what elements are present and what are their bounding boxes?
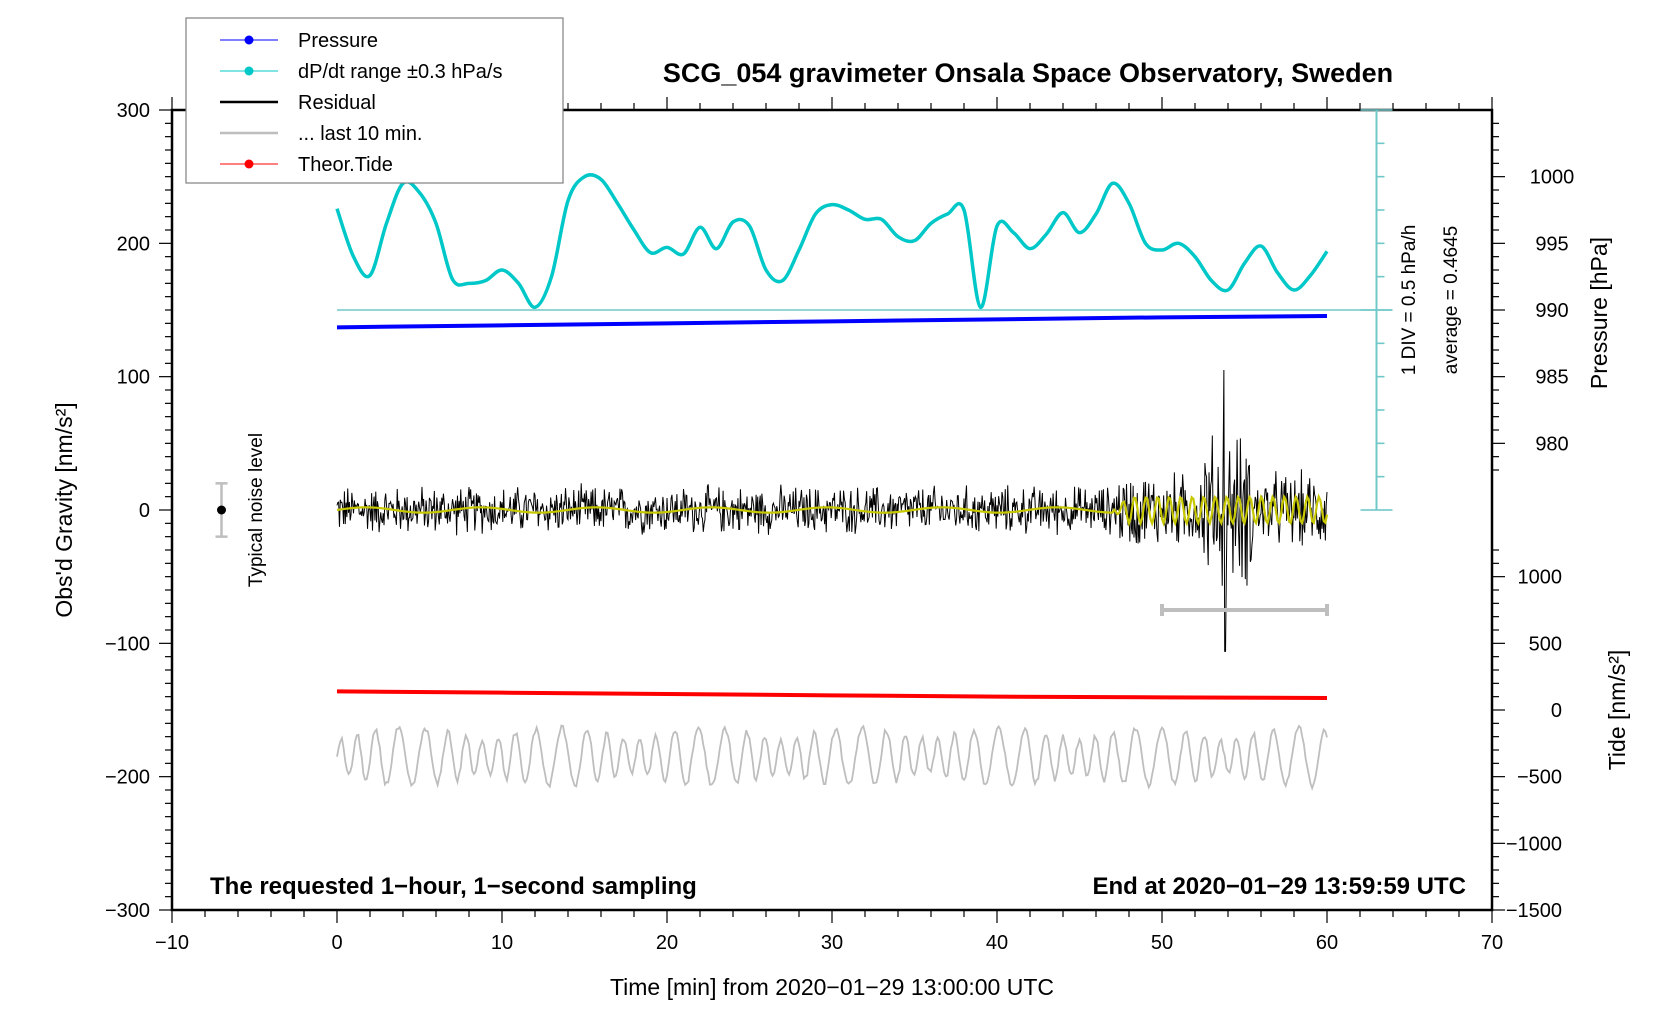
legend-label: Residual <box>298 92 376 114</box>
x-tick-label: 20 <box>656 932 678 954</box>
dpdt-div-label: 1 DIV = 0.5 hPa/h <box>1399 225 1420 376</box>
noise-level-label: Typical noise level <box>246 433 267 587</box>
last-10-min-line <box>336 724 1328 791</box>
dpdt-scale-bar <box>337 109 1393 511</box>
pressure-tick-label: 980 <box>1535 433 1568 455</box>
y-tick-label: −300 <box>105 900 150 922</box>
y-axis-pressure-title: Pressure [hPa] <box>1586 237 1612 389</box>
theor-tide-line <box>336 689 1328 700</box>
pressure-tick-label: 990 <box>1535 300 1568 322</box>
residual-smoothed-line <box>336 493 1329 528</box>
sampling-annotation: The requested 1−hour, 1−second sampling <box>210 873 697 900</box>
y-tick-label: 0 <box>139 500 150 522</box>
x-tick-label: 70 <box>1481 932 1503 954</box>
end-time-annotation: End at 2020−01−29 13:59:59 UTC <box>1092 873 1466 900</box>
dpdt-average-label: average = 0.4645 <box>1441 226 1462 374</box>
tide-tick-label: 500 <box>1529 633 1562 655</box>
legend-label: Theor.Tide <box>298 154 393 176</box>
y-axis-tide-title: Tide [nm/s²] <box>1604 650 1630 771</box>
tide-tick-label: −1500 <box>1506 900 1562 922</box>
x-tick-label: 30 <box>821 932 843 954</box>
y-tick-label: −200 <box>105 767 150 789</box>
x-tick-label: 60 <box>1316 932 1338 954</box>
legend-marker <box>244 66 254 76</box>
y-tick-label: 200 <box>117 233 150 255</box>
x-tick-label: 50 <box>1151 932 1173 954</box>
legend-label: dP/dt range ±0.3 hPa/s <box>298 61 502 83</box>
legend: Pressure dP/dt range ±0.3 hPa/s Residual..… <box>185 17 564 184</box>
y-tick-label: −100 <box>105 633 150 655</box>
y-axis-right-ticks: 1000 995 990 985 980 1000 500 0 −500 −1000 −1500 <box>1492 122 1575 922</box>
legend-label: Pressure <box>298 30 378 52</box>
x-tick-label: −10 <box>155 932 189 954</box>
tide-tick-label: −1000 <box>1506 833 1562 855</box>
chart-title: SCG_054 gravimeter Onsala Space Observat… <box>663 58 1393 88</box>
y-tick-label: 300 <box>117 100 150 122</box>
legend-label: ... last 10 min. <box>298 123 423 145</box>
tide-tick-label: −500 <box>1517 767 1562 789</box>
y-tick-label: 100 <box>117 367 150 389</box>
x-tick-label: 10 <box>491 932 513 954</box>
pressure-line <box>336 314 1328 330</box>
dpdt-line <box>335 173 1329 310</box>
pressure-tick-label: 1000 <box>1530 167 1575 189</box>
pressure-tick-label: 995 <box>1535 233 1568 255</box>
legend-box <box>185 17 564 184</box>
x-tick-label: 0 <box>331 932 342 954</box>
noise-level-marker <box>215 482 228 538</box>
x-tick-label: 40 <box>986 932 1008 954</box>
x-axis-title: Time [min] from 2020−01−29 13:00:00 UTC <box>610 974 1054 1000</box>
noise-dot <box>217 505 226 515</box>
pressure-tick-label: 985 <box>1535 367 1568 389</box>
y-axis-left-title: Obs'd Gravity [nm/s²] <box>51 402 77 617</box>
legend-marker <box>244 159 254 169</box>
legend-marker <box>244 35 254 45</box>
tide-tick-label: 0 <box>1551 700 1562 722</box>
tide-tick-label: 1000 <box>1518 567 1563 589</box>
y-axis-left-ticks: 300 200 100 0 −100 −200 −300 <box>105 100 172 922</box>
series-layer <box>335 173 1329 791</box>
